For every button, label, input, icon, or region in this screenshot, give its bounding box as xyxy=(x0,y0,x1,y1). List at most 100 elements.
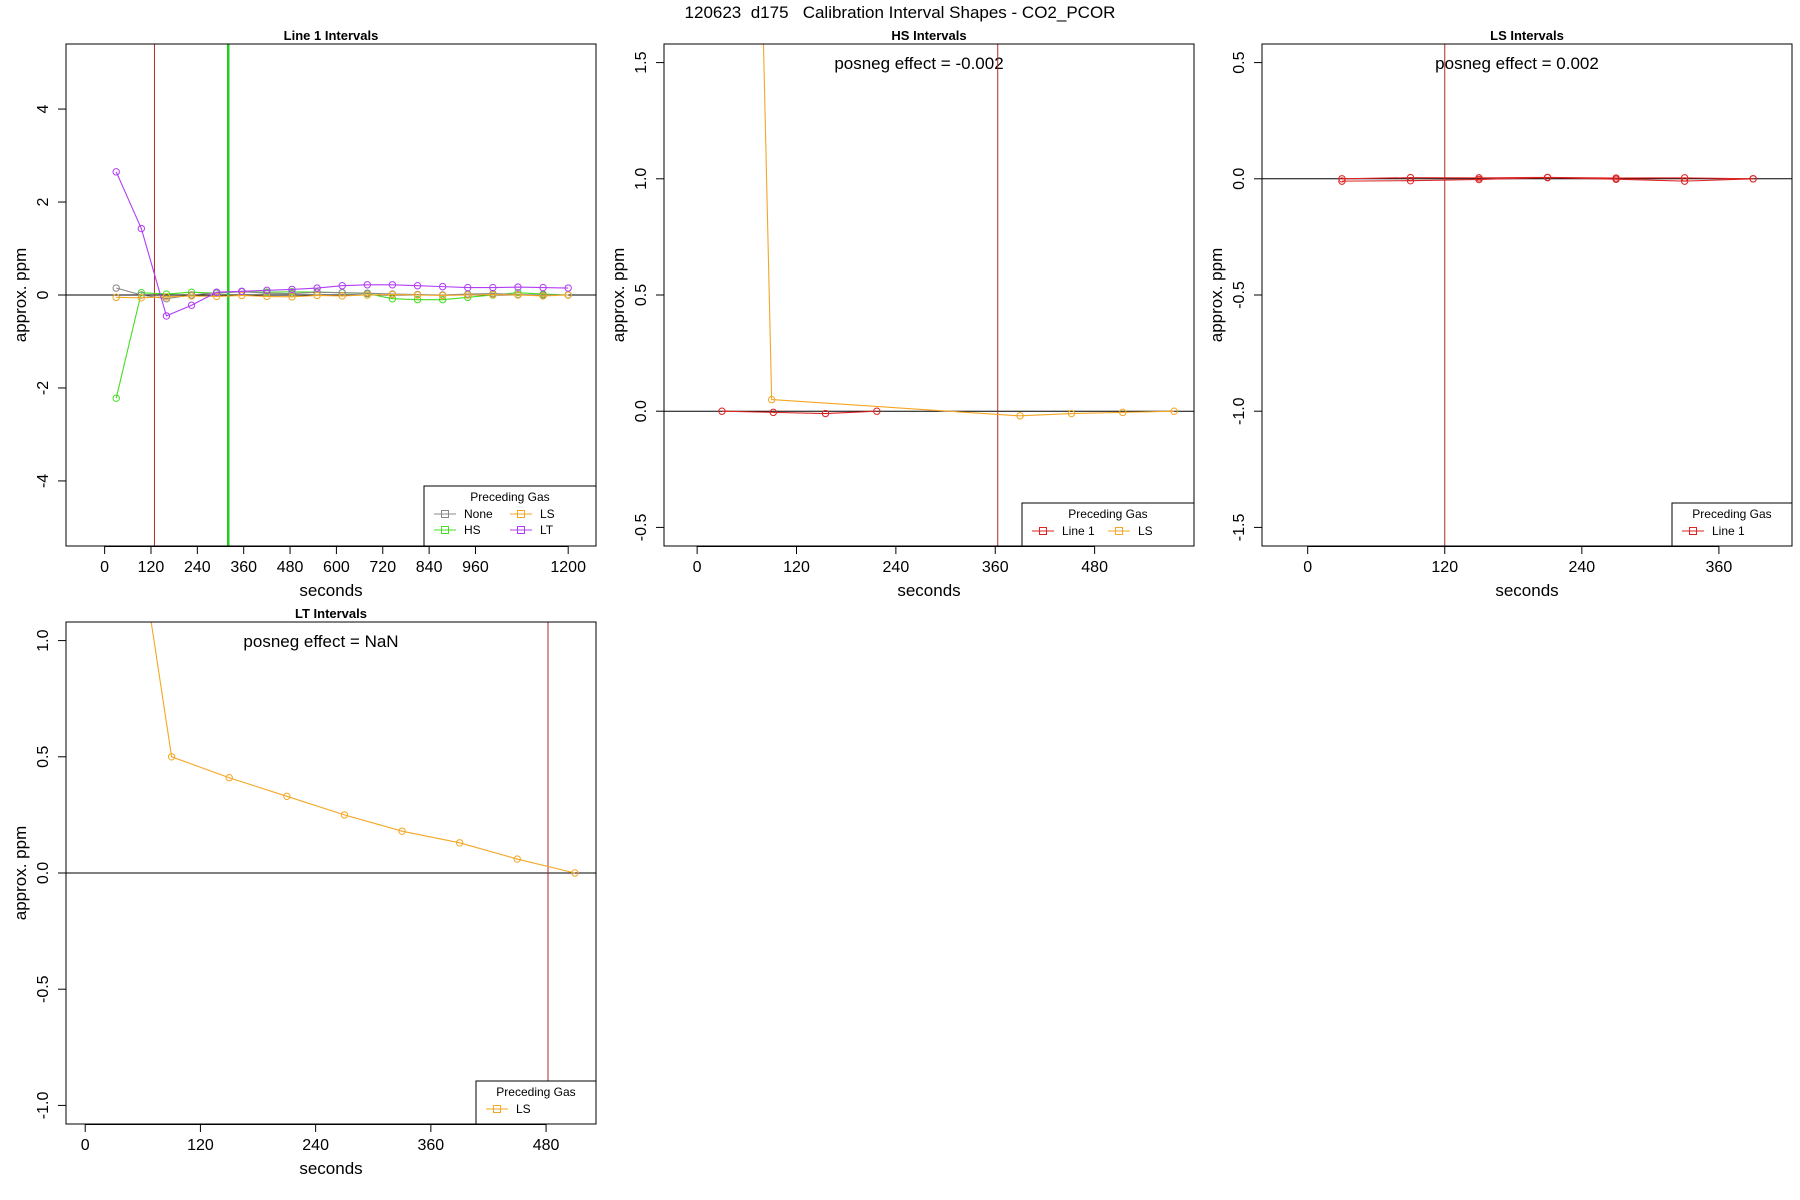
data-point xyxy=(514,283,522,291)
legend-title: Preceding Gas xyxy=(496,1085,575,1099)
data-point xyxy=(438,295,447,304)
series-line-hs xyxy=(115,291,569,399)
x-tick-label: 120 xyxy=(1431,559,1458,576)
y-tick-label: 0.5 xyxy=(633,284,650,306)
data-point xyxy=(513,855,521,863)
data-point xyxy=(1338,175,1346,183)
data-point xyxy=(288,293,296,301)
y-tick-label: -0.5 xyxy=(633,514,650,542)
data-point xyxy=(313,291,321,300)
data-point xyxy=(388,281,397,289)
data-point xyxy=(187,292,196,300)
x-tick-label: 360 xyxy=(982,559,1009,576)
y-tick-label: -0.5 xyxy=(1231,281,1248,309)
x-tick-label: 360 xyxy=(1706,559,1733,576)
y-tick-label: 4 xyxy=(35,105,52,114)
series-line-ls xyxy=(116,293,569,299)
legend: Preceding Gas Line 1 xyxy=(1671,502,1793,547)
data-point xyxy=(162,293,171,301)
legend: Preceding Gas Line 1 LS xyxy=(1021,502,1195,547)
chart-panel-3: LS Intervals posneg effect = 0.002 seconds… xyxy=(1207,28,1793,600)
data-point xyxy=(1680,174,1689,182)
data-point xyxy=(413,291,422,299)
legend-swatch-marker xyxy=(517,526,525,534)
data-point xyxy=(137,224,146,233)
data-point xyxy=(363,291,372,299)
legend-entry-ls: LS xyxy=(516,1102,531,1116)
data-point xyxy=(464,291,472,299)
x-tick-label: 0 xyxy=(81,1137,90,1154)
legend-box xyxy=(475,1080,597,1125)
data-point xyxy=(1406,173,1415,182)
data-point xyxy=(539,292,547,300)
x-tick-label: 480 xyxy=(533,1137,560,1154)
data-point xyxy=(238,291,246,300)
data-point xyxy=(438,291,447,300)
x-tick-label: 240 xyxy=(302,1137,329,1154)
legend-entry-ls: LS xyxy=(540,507,555,521)
data-point xyxy=(398,827,406,835)
x-tick-label: 240 xyxy=(184,559,211,576)
y-tick-label: 0 xyxy=(35,290,52,299)
series-group xyxy=(718,44,1178,420)
y-tick-label: 0.5 xyxy=(35,746,52,768)
plot-frame xyxy=(65,621,597,1125)
data-point xyxy=(363,281,372,289)
series-line-line-1 xyxy=(1341,176,1754,180)
x-tick-label: 240 xyxy=(883,559,910,576)
data-point xyxy=(263,286,271,295)
chart-panel-4: LT Intervals posneg effect = NaN seconds ap… xyxy=(11,606,597,1178)
data-point xyxy=(112,168,120,176)
y-tick-label: -1.5 xyxy=(1231,514,1248,542)
data-point xyxy=(137,288,146,297)
legend-entry-lt: LT xyxy=(540,523,554,537)
legend-swatch-marker xyxy=(517,510,525,518)
data-point xyxy=(388,290,397,299)
y-axis-label: approx. ppm xyxy=(11,248,30,343)
legend-entry-hs: HS xyxy=(464,523,481,537)
series-line-ls xyxy=(150,622,576,874)
y-tick-label: 2 xyxy=(35,197,52,206)
series-group xyxy=(150,622,579,877)
data-point xyxy=(363,289,372,297)
data-point xyxy=(1067,409,1076,418)
data-point xyxy=(225,774,233,782)
data-point xyxy=(413,295,422,304)
data-point xyxy=(464,283,472,292)
x-tick-label: 360 xyxy=(230,559,257,576)
x-tick-label: 960 xyxy=(462,559,489,576)
x-tick-label: 0 xyxy=(100,559,109,576)
data-point xyxy=(338,282,346,290)
data-point xyxy=(718,407,726,415)
plot-frame xyxy=(65,43,597,547)
x-tick-label: 0 xyxy=(693,559,702,576)
data-point xyxy=(112,394,120,402)
x-axis-label: seconds xyxy=(299,581,362,600)
y-axis-label: approx. ppm xyxy=(11,826,30,921)
legend-entry-line-1: Line 1 xyxy=(1062,524,1095,538)
legend: Preceding Gas None LS HS LT xyxy=(423,485,597,547)
y-axis-label: approx. ppm xyxy=(1207,248,1226,343)
x-tick-label: 600 xyxy=(323,559,350,576)
legend-entry-ls: LS xyxy=(1138,524,1153,538)
data-point xyxy=(288,288,296,296)
data-point xyxy=(137,294,146,302)
chart-title: LT Intervals xyxy=(295,606,367,621)
y-tick-label: 1.0 xyxy=(35,629,52,651)
data-point xyxy=(212,288,221,296)
legend-title: Preceding Gas xyxy=(1692,507,1771,521)
data-point xyxy=(489,283,497,292)
y-tick-label: 0.0 xyxy=(1231,168,1248,190)
data-point xyxy=(212,292,221,301)
chart-title: Line 1 Intervals xyxy=(284,28,379,43)
series-line-ls xyxy=(762,44,1175,417)
x-tick-label: 1200 xyxy=(550,559,586,576)
plot-frame xyxy=(663,43,1195,547)
legend: Preceding Gas LS xyxy=(475,1080,597,1125)
chart-title: HS Intervals xyxy=(891,28,966,43)
data-point xyxy=(1612,174,1620,182)
legend-box xyxy=(1021,502,1195,547)
chart-panel-2: HS Intervals posneg effect = -0.002 second… xyxy=(609,28,1195,600)
